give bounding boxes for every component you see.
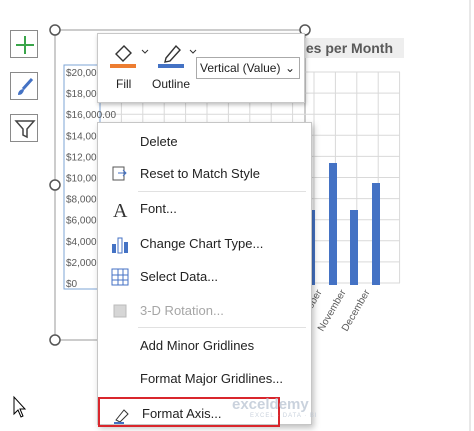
y-axis-labels: $20,000 $18,000 $16,000.00 $14,000 $12,000 $1… xyxy=(66,68,116,290)
y-axis-label: $16,000.00 xyxy=(66,110,116,121)
y-axis-label: $12,000 xyxy=(66,152,103,163)
menu-item[interactable]: Delete xyxy=(98,127,311,157)
menu-label: Format Major Gridlines... xyxy=(140,371,284,386)
outline-label[interactable]: Outline xyxy=(152,77,191,91)
bar xyxy=(350,210,358,285)
chart-filters-button[interactable] xyxy=(10,114,38,142)
menu-icon xyxy=(113,304,127,318)
context-menu: Delete Reset to Match Style A Font... Change… xyxy=(97,122,312,427)
bar xyxy=(372,183,380,285)
menu-item[interactable]: Format Axis... xyxy=(98,397,280,427)
menu-label: Font... xyxy=(140,201,177,216)
element-dropdown[interactable]: Vertical (Value) ⌄ xyxy=(196,57,300,79)
mini-toolbar: Fill Outline Vertical (Value) ⌄ xyxy=(97,33,305,103)
y-axis-label: $14,000 xyxy=(66,131,103,142)
outline-icon[interactable] xyxy=(158,40,198,68)
watermark-tagline: EXCEL · DATA · BI xyxy=(250,413,318,419)
y-axis-label: $6,000 xyxy=(66,216,97,227)
menu-label: Change Chart Type... xyxy=(140,236,264,251)
menu-item: 3-D Rotation... xyxy=(98,296,311,326)
menu-item[interactable]: Add Minor Gridlines xyxy=(98,331,311,361)
y-axis-label: $18,000 xyxy=(66,89,103,100)
menu-label: 3-D Rotation... xyxy=(140,303,224,318)
chart-title: les per Month xyxy=(302,40,393,56)
menu-icon xyxy=(114,409,129,424)
y-axis-label: $0 xyxy=(66,279,78,290)
menu-label: Add Minor Gridlines xyxy=(140,338,255,353)
menu-icon xyxy=(112,166,127,181)
menu-item[interactable]: Select Data... xyxy=(98,262,311,292)
y-axis-label: $10,000 xyxy=(66,174,103,185)
y-axis-label: $20,000 xyxy=(66,68,103,79)
y-axis-label: $2,000 xyxy=(66,258,97,269)
menu-item[interactable]: Reset to Match Style xyxy=(98,159,311,189)
y-axis-label: $4,000 xyxy=(66,237,97,248)
menu-item[interactable]: Change Chart Type... xyxy=(98,229,311,259)
fill-label[interactable]: Fill xyxy=(116,77,132,91)
chart-styles-button[interactable] xyxy=(10,72,38,100)
title-box xyxy=(298,38,404,58)
menu-icon: A xyxy=(113,200,128,219)
chart-elements-button[interactable] xyxy=(10,30,38,58)
menu-label: Delete xyxy=(140,134,178,149)
menu-separator xyxy=(138,327,306,328)
mouse-cursor xyxy=(13,395,27,418)
menu-item[interactable]: Format Major Gridlines... xyxy=(98,364,311,394)
menu-separator xyxy=(138,191,306,192)
menu-label: Select Data... xyxy=(140,269,219,284)
menu-label: Reset to Match Style xyxy=(140,166,260,181)
menu-icon xyxy=(112,237,128,254)
menu-item[interactable]: A Font... xyxy=(98,194,311,224)
watermark-brand: exceldemy xyxy=(232,396,309,413)
svg-text:A: A xyxy=(113,200,128,219)
element-dropdown-text: Vertical (Value) xyxy=(200,61,281,75)
y-axis-label: $8,000 xyxy=(66,195,97,206)
menu-icon xyxy=(111,268,129,286)
fill-icon[interactable] xyxy=(110,40,150,68)
menu-label: Format Axis... xyxy=(142,406,222,421)
watermark: exceldemy EXCEL · DATA · BI xyxy=(232,396,318,419)
dropdown-arrow: ⌄ xyxy=(284,61,295,75)
bar xyxy=(329,163,337,285)
